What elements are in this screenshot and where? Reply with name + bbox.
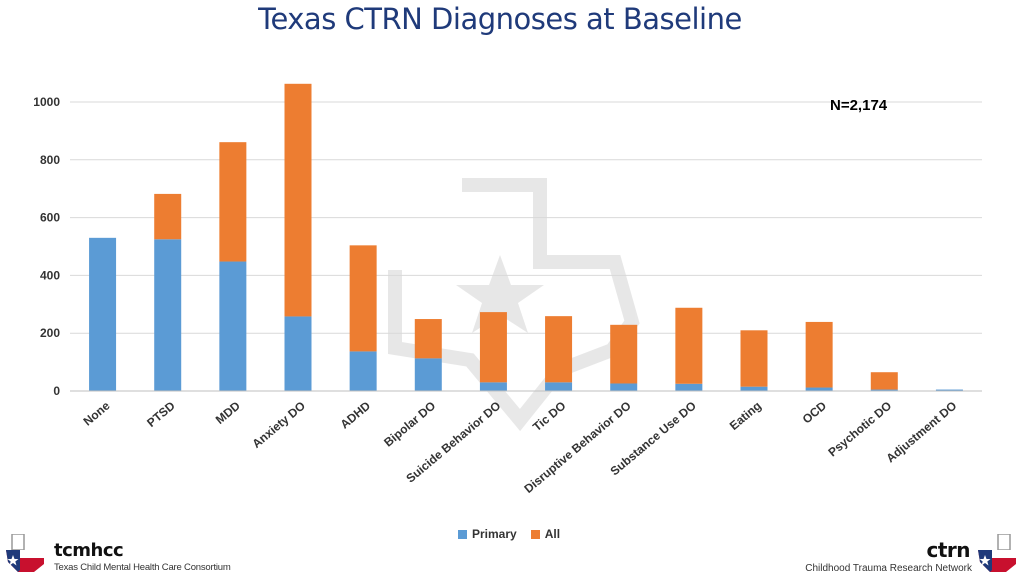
bar-all-disruptive-behavior-do — [610, 324, 638, 384]
x-tick-label: None — [81, 398, 113, 428]
x-tick-label: MDD — [213, 398, 243, 427]
bar-primary-eating — [740, 386, 768, 391]
bar-primary-none — [89, 237, 117, 391]
bar-primary-adjustment-do — [935, 389, 963, 391]
texas-flag-icon — [978, 534, 1016, 572]
x-tick-label: Anxiety DO — [249, 399, 308, 451]
x-tick-label: ADHD — [338, 398, 374, 431]
x-tick-label: Psychotic DO — [825, 399, 894, 460]
tcmhcc-logo: tcmhcc Texas Child Mental Health Care Co… — [4, 532, 244, 576]
y-tick-label: 200 — [40, 326, 60, 340]
ctrn-logo: ctrn Childhood Trauma Research Network — [784, 532, 1024, 576]
x-tick-label: Adjustment DO — [883, 399, 959, 466]
bar-primary-psychotic-do — [870, 389, 898, 391]
texas-flag-icon — [6, 534, 44, 572]
bar-primary-disruptive-behavior-do — [610, 383, 638, 391]
legend-label-primary: Primary — [472, 527, 517, 541]
bar-all-ocd — [805, 321, 833, 388]
y-tick-label: 400 — [40, 268, 60, 282]
bar-primary-anxiety-do — [284, 316, 312, 391]
legend-item-primary: Primary — [458, 527, 517, 541]
bar-primary-tic-do — [545, 382, 573, 391]
legend-swatch-primary — [458, 529, 467, 539]
bar-primary-suicide-behavior-do — [479, 382, 507, 391]
x-tick-label: Eating — [727, 399, 764, 433]
y-tick-label: 1000 — [33, 95, 60, 109]
bar-all-anxiety-do — [284, 83, 312, 317]
bar-all-substance-use-do — [675, 307, 703, 384]
legend: Primary All — [458, 527, 560, 541]
gridlines — [70, 101, 982, 334]
bar-all-tic-do — [545, 316, 573, 383]
ctrn-subtitle: Childhood Trauma Research Network — [805, 563, 972, 574]
bar-all-ptsd — [154, 193, 182, 240]
bar-primary-substance-use-do — [675, 383, 703, 391]
y-tick-label: 600 — [40, 211, 60, 225]
bar-all-psychotic-do — [870, 372, 898, 390]
bar-primary-ptsd — [154, 239, 182, 391]
x-tick-label: Bipolar DO — [381, 399, 438, 450]
sample-size-label: N=2,174 — [830, 97, 888, 114]
legend-swatch-all — [530, 529, 540, 539]
legend-label-all: All — [544, 527, 561, 541]
bar-primary-adhd — [349, 351, 377, 391]
bar-primary-bipolar-do — [414, 358, 442, 391]
x-tick-label: Disruptive Behavior DO — [521, 399, 633, 496]
bar-all-bipolar-do — [414, 319, 442, 359]
y-axis-ticks: 0 200 400 600 800 1000 — [33, 95, 60, 398]
bars — [89, 83, 963, 391]
y-tick-label: 800 — [40, 153, 60, 167]
bar-all-mdd — [219, 142, 247, 262]
tcmhcc-brand: tcmhcc — [54, 540, 124, 561]
tcmhcc-subtitle: Texas Child Mental Health Care Consortiu… — [54, 562, 231, 573]
bar-all-suicide-behavior-do — [479, 312, 507, 383]
bar-all-adhd — [349, 245, 377, 352]
bar-all-eating — [740, 330, 768, 387]
legend-item-all: All — [530, 527, 561, 541]
ctrn-brand: ctrn — [926, 538, 970, 562]
chart-title: Texas CTRN Diagnoses at Baseline — [258, 2, 742, 36]
bar-primary-mdd — [219, 261, 247, 391]
bar-primary-ocd — [805, 387, 833, 391]
y-tick-label: 0 — [53, 384, 60, 398]
x-tick-label: PTSD — [144, 398, 178, 430]
x-tick-label: OCD — [800, 398, 830, 426]
